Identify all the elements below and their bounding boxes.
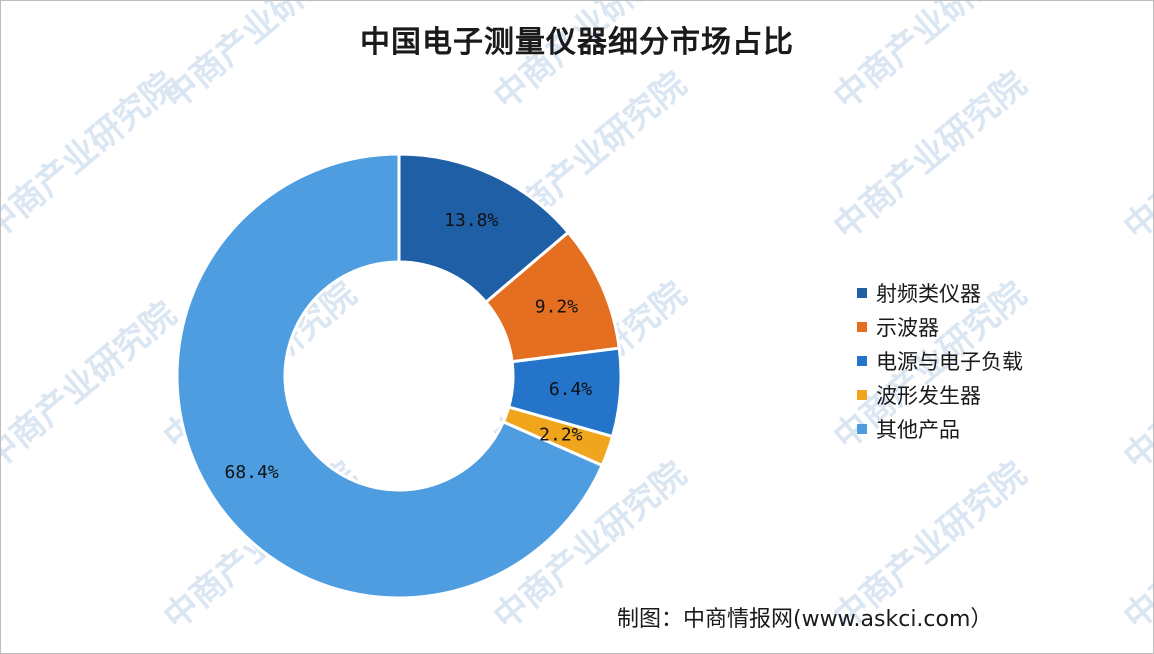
legend-swatch-power [857,356,867,366]
legend-label-other: 其他产品 [876,418,960,442]
legend-label-rf: 射频类仪器 [876,282,981,306]
slice-generator-label: 2.2% [539,424,583,445]
slice-other [175,152,605,600]
slice-rf-label: 13.8% [444,210,498,231]
legend-label-generator: 波形发生器 [876,384,981,408]
legend-swatch-oscilloscope [857,322,867,332]
legend: 射频类仪器 示波器 电源与电子负载 波形发生器 其他产品 [857,276,1023,446]
legend-item-oscilloscope: 示波器 [857,310,1023,344]
chart-title: 中国电子测量仪器细分市场占比 [360,25,794,60]
slice-other-label: 68.4% [225,462,279,483]
legend-swatch-generator [857,390,867,400]
legend-item-generator: 波形发生器 [857,378,1023,412]
legend-item-power: 电源与电子负载 [857,344,1023,378]
source-note: 制图：中商情报网(www.askci.com） [617,607,993,632]
legend-item-other: 其他产品 [857,412,1023,446]
legend-swatch-other [857,424,867,434]
legend-label-power: 电源与电子负载 [876,350,1023,374]
legend-item-rf: 射频类仪器 [857,276,1023,310]
slice-power-label: 6.4% [549,379,593,400]
slice-oscilloscope-label: 9.2% [535,297,579,318]
legend-label-oscilloscope: 示波器 [876,316,939,340]
legend-swatch-rf [857,288,867,298]
